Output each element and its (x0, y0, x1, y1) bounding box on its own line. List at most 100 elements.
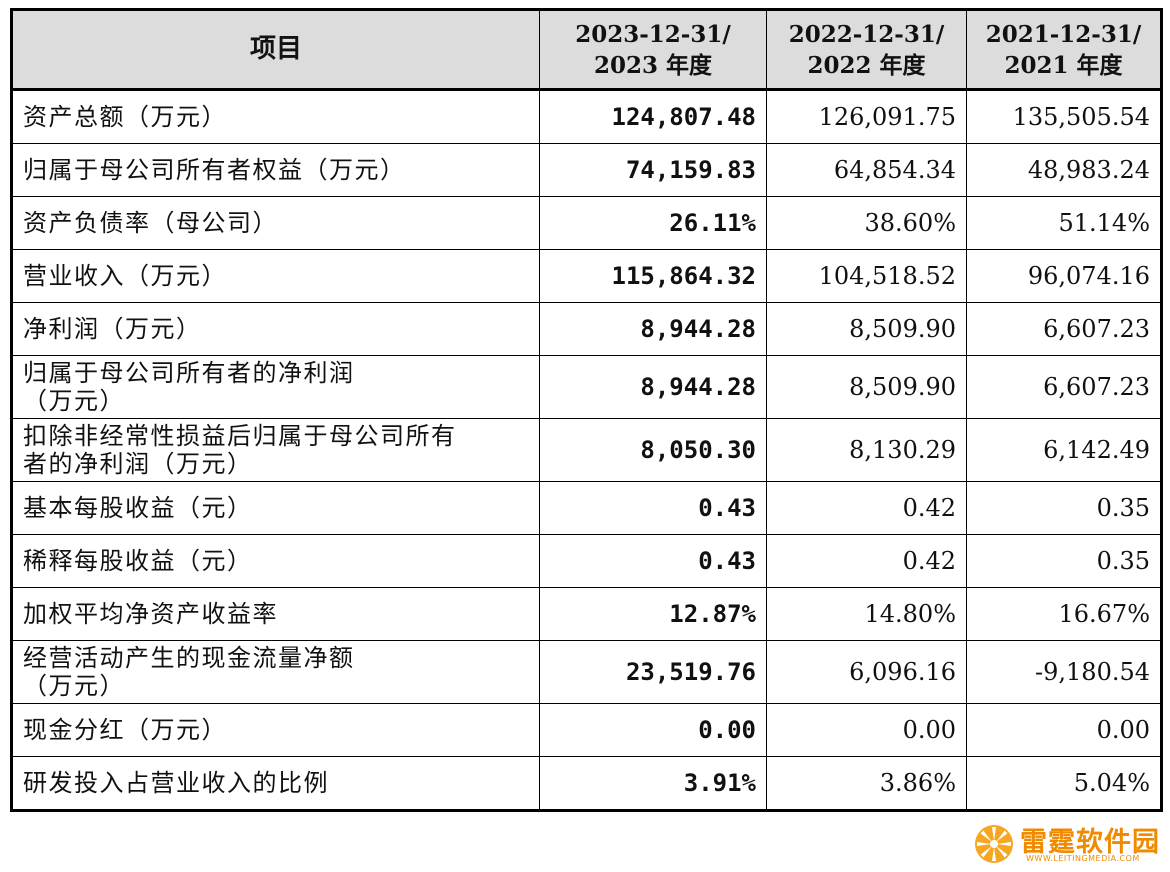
row-label: 加权平均净资产收益率 (11, 587, 540, 641)
value-2022: 64,854.34 (766, 143, 967, 197)
row-label-line: 基本每股收益（元） (23, 494, 253, 522)
header-line: 2022-12-31/ (788, 20, 945, 48)
row-label: 研发投入占营业收入的比例 (11, 756, 540, 811)
row-label: 营业收入（万元） (11, 249, 540, 303)
value-2023: 115,864.32 (539, 249, 767, 303)
value-2021: 0.35 (966, 534, 1162, 588)
row-label-line: 者的净利润（万元） (23, 450, 253, 478)
value-2021: 16.67% (966, 587, 1162, 641)
header-period-3: 2021-12-31/2021 年度 (966, 9, 1162, 91)
row-label-line: 经营活动产生的现金流量净额 (23, 644, 355, 672)
value-2022: 126,091.75 (766, 89, 967, 144)
row-label-line: （万元） (23, 387, 125, 415)
row-label-line: 研发投入占营业收入的比例 (23, 769, 329, 797)
row-label-line: 资产负债率（母公司） (23, 209, 278, 237)
value-2022: 3.86% (766, 756, 967, 811)
row-label: 基本每股收益（元） (11, 481, 540, 535)
table-row: 加权平均净资产收益率 12.87% 14.80% 16.67% (11, 587, 1162, 641)
value-2021: 0.00 (966, 703, 1162, 757)
row-label: 归属于母公司所有者权益（万元） (11, 143, 540, 197)
value-2021: 6,142.49 (966, 418, 1162, 482)
value-2021: 96,074.16 (966, 249, 1162, 303)
value-2023: 124,807.48 (539, 89, 767, 144)
value-2023: 26.11% (539, 196, 767, 250)
row-label: 扣除非经常性损益后归属于母公司所有 者的净利润（万元） (11, 418, 540, 482)
value-2023: 0.43 (539, 534, 767, 588)
value-2022: 8,509.90 (766, 302, 967, 356)
value-2021: 6,607.23 (966, 355, 1162, 419)
row-label-line: 现金分红（万元） (23, 716, 227, 744)
table-body: 资产总额（万元） 124,807.48 126,091.75 135,505.54 归属… (11, 89, 1162, 811)
header-row: 项目 2023-12-31/2023 年度 2022-12-31/2022 年度 20… (11, 9, 1162, 91)
value-2023: 12.87% (539, 587, 767, 641)
value-2023: 74,159.83 (539, 143, 767, 197)
row-label: 净利润（万元） (11, 302, 540, 356)
header-item: 项目 (11, 9, 540, 91)
row-label-line: 归属于母公司所有者的净利润 (23, 359, 355, 387)
table-row: 研发投入占营业收入的比例 3.91% 3.86% 5.04% (11, 756, 1162, 811)
table-row: 稀释每股收益（元） 0.43 0.42 0.35 (11, 534, 1162, 588)
row-label: 资产总额（万元） (11, 89, 540, 144)
value-2022: 14.80% (766, 587, 967, 641)
value-2022: 38.60% (766, 196, 967, 250)
value-2023: 8,944.28 (539, 355, 767, 419)
header-line: 2022 年度 (807, 51, 926, 79)
row-label-line: 归属于母公司所有者权益（万元） (23, 156, 406, 184)
watermark-url: WWW.LEITINGMEDIA.COM (1026, 854, 1140, 863)
watermark: 雷霆软件园 WWW.LEITINGMEDIA.COM (968, 818, 1168, 870)
orange-flower-icon (975, 825, 1013, 863)
value-2022: 0.42 (766, 534, 967, 588)
table-row: 净利润（万元） 8,944.28 8,509.90 6,607.23 (11, 302, 1162, 356)
value-2021: -9,180.54 (966, 640, 1162, 704)
value-2023: 0.43 (539, 481, 767, 535)
row-label: 归属于母公司所有者的净利润 （万元） (11, 355, 540, 419)
table-header: 项目 2023-12-31/2023 年度 2022-12-31/2022 年度 20… (11, 9, 1162, 91)
table-row: 营业收入（万元） 115,864.32 104,518.52 96,074.16 (11, 249, 1162, 303)
table-row: 基本每股收益（元） 0.43 0.42 0.35 (11, 481, 1162, 535)
row-label: 经营活动产生的现金流量净额 （万元） (11, 640, 540, 704)
row-label-line: 稀释每股收益（元） (23, 547, 253, 575)
row-label-line: 营业收入（万元） (23, 262, 227, 290)
value-2022: 0.00 (766, 703, 967, 757)
header-line: 2021 年度 (1004, 51, 1123, 79)
row-label-line: 资产总额（万元） (23, 103, 227, 131)
value-2022: 8,509.90 (766, 355, 967, 419)
row-label: 资产负债率（母公司） (11, 196, 540, 250)
header-line: 2021-12-31/ (985, 20, 1142, 48)
table-row: 扣除非经常性损益后归属于母公司所有 者的净利润（万元） 8,050.30 8,130.… (11, 418, 1162, 482)
table-row: 归属于母公司所有者权益（万元） 74,159.83 64,854.34 48,983.… (11, 143, 1162, 197)
value-2021: 48,983.24 (966, 143, 1162, 197)
financial-summary-table: 项目 2023-12-31/2023 年度 2022-12-31/2022 年度 20… (10, 8, 1163, 812)
value-2023: 23,519.76 (539, 640, 767, 704)
row-label-line: 净利润（万元） (23, 315, 202, 343)
watermark-text: 雷霆软件园 (1020, 827, 1160, 858)
row-label-line: 加权平均净资产收益率 (23, 600, 278, 628)
value-2021: 0.35 (966, 481, 1162, 535)
value-2023: 3.91% (539, 756, 767, 811)
table-row: 经营活动产生的现金流量净额 （万元） 23,519.76 6,096.16 -9,180… (11, 640, 1162, 704)
value-2021: 51.14% (966, 196, 1162, 250)
value-2022: 0.42 (766, 481, 967, 535)
table-row: 资产总额（万元） 124,807.48 126,091.75 135,505.54 (11, 89, 1162, 144)
row-label-line: （万元） (23, 672, 125, 700)
value-2022: 8,130.29 (766, 418, 967, 482)
value-2022: 6,096.16 (766, 640, 967, 704)
value-2023: 0.00 (539, 703, 767, 757)
row-label: 现金分红（万元） (11, 703, 540, 757)
header-line: 2023-12-31/ (575, 20, 731, 48)
row-label-line: 扣除非经常性损益后归属于母公司所有 (23, 422, 457, 450)
header-period-1: 2023-12-31/2023 年度 (539, 9, 767, 91)
value-2021: 5.04% (966, 756, 1162, 811)
row-label: 稀释每股收益（元） (11, 534, 540, 588)
value-2022: 104,518.52 (766, 249, 967, 303)
table-row: 归属于母公司所有者的净利润 （万元） 8,944.28 8,509.90 6,607.2… (11, 355, 1162, 419)
value-2021: 6,607.23 (966, 302, 1162, 356)
header-line: 2023 年度 (593, 51, 713, 79)
value-2023: 8,944.28 (539, 302, 767, 356)
header-period-2: 2022-12-31/2022 年度 (766, 9, 967, 91)
value-2023: 8,050.30 (539, 418, 767, 482)
header-line: 项目 (249, 34, 302, 64)
table-row: 资产负债率（母公司） 26.11% 38.60% 51.14% (11, 196, 1162, 250)
value-2021: 135,505.54 (966, 89, 1162, 144)
table-row: 现金分红（万元） 0.00 0.00 0.00 (11, 703, 1162, 757)
